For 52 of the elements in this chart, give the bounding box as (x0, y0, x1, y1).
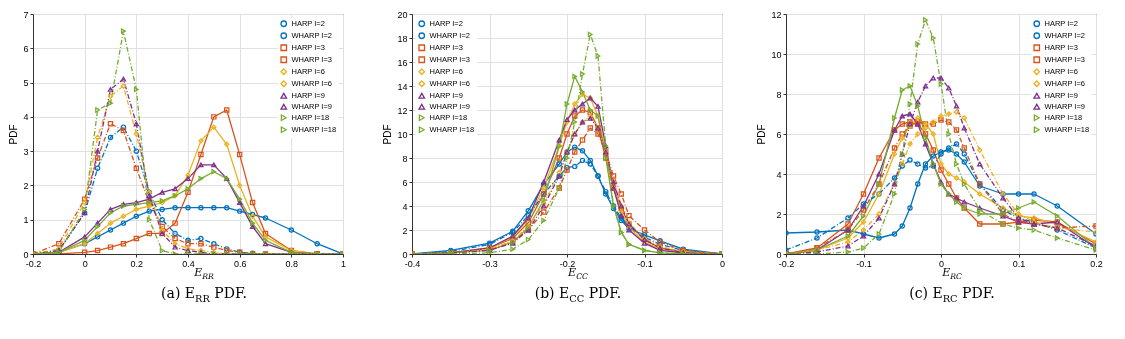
y-axis-title: PDF (8, 124, 20, 145)
x-tick-label: 0.2 (130, 258, 144, 269)
y-tick-label: 0 (23, 249, 29, 260)
y-tick-label: 5 (23, 78, 29, 89)
x-tick-label: -0.2 (25, 258, 42, 269)
x-tick-label: 0 (719, 258, 726, 269)
y-tick-label: 4 (23, 112, 29, 123)
y-tick-label: 6 (402, 177, 408, 188)
y-tick-label: 20 (397, 9, 408, 20)
x-axis-title: E$_{RC}$ (942, 266, 962, 282)
x-tick-label: 0.2 (1090, 258, 1103, 269)
x-tick-label: -0.4 (404, 258, 421, 269)
x-tick-label: 0 (938, 258, 945, 269)
y-axis-title: PDF (382, 124, 394, 145)
y-tick-label: 4 (402, 201, 408, 212)
y-tick-label: 2 (402, 225, 408, 236)
x-tick-label: -0.2 (559, 258, 576, 269)
y-axis-title: PDF (756, 124, 768, 145)
y-tick-label: 10 (771, 49, 782, 60)
y-tick-label: 0 (402, 249, 408, 260)
y-tick-label: 8 (776, 89, 782, 100)
y-tick-label: 6 (776, 129, 782, 140)
text: (b) E$_{CC}$ PDF. (533, 285, 623, 304)
x-tick-label: -0.1 (856, 258, 872, 269)
x-axis-title: E$_{CC}$ (568, 266, 588, 282)
y-tick-label: 12 (397, 105, 408, 116)
y-tick-label: 4 (776, 169, 782, 180)
x-tick-label: -0.2 (778, 258, 795, 269)
y-tick-label: 18 (397, 33, 408, 44)
x-tick-label: 0.6 (233, 258, 247, 269)
x-tick-label: 0 (82, 258, 88, 269)
y-tick-label: 0 (776, 249, 782, 260)
y-tick-label: 14 (397, 81, 408, 92)
y-tick-label: 6 (23, 43, 29, 54)
x-tick-label: 1 (340, 258, 347, 269)
y-tick-label: 3 (23, 146, 29, 157)
x-tick-label: 0.1 (1012, 258, 1026, 269)
y-tick-label: 10 (397, 129, 408, 140)
x-tick-label: -0.1 (637, 258, 653, 269)
y-tick-label: 1 (23, 215, 29, 226)
x-axis-title: E$_{RR}$ (194, 266, 214, 282)
y-tick-label: 7 (23, 9, 29, 20)
y-tick-label: 8 (402, 153, 408, 164)
y-tick-label: 2 (776, 209, 782, 220)
y-tick-label: 16 (397, 57, 408, 68)
y-tick-label: 2 (23, 180, 29, 191)
x-tick-label: 0.4 (182, 258, 195, 269)
y-tick-label: 12 (771, 9, 782, 20)
text: (c) E$_{RC}$ PDF. (908, 285, 996, 304)
x-tick-label: 0.8 (285, 258, 299, 269)
x-tick-label: -0.3 (482, 258, 498, 269)
text: (a) E$_{RR}$ PDF. (160, 285, 248, 304)
